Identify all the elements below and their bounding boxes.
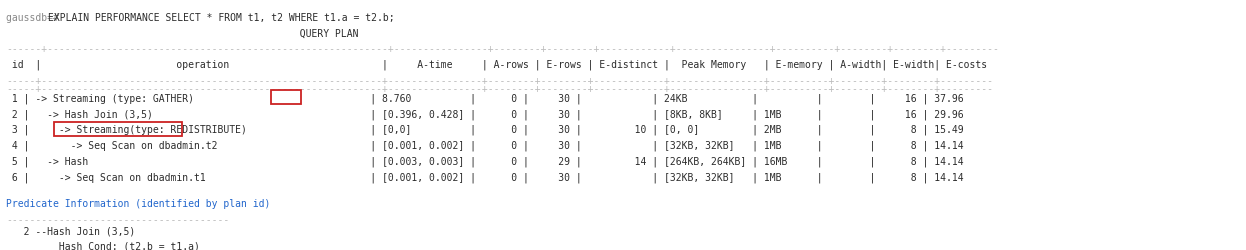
Text: gaussdb=#: gaussdb=#: [6, 12, 65, 22]
Text: Hash Cond: (t2.b = t1.a): Hash Cond: (t2.b = t1.a): [6, 241, 199, 250]
Text: ------+----------------------------------------------------------+--------------: ------+---------------------------------…: [6, 44, 999, 54]
Text: --------------------------------------: --------------------------------------: [6, 214, 229, 224]
Text: Predicate Information (identified by plan id): Predicate Information (identified by pla…: [6, 198, 270, 208]
Text: -----+----------------------------------------------------------+---------------: -----+----------------------------------…: [6, 83, 993, 93]
Text: 1 | -> Streaming (type: GATHER)                              | 8.760          | : 1 | -> Streaming (type: GATHER) | 8.760 …: [6, 93, 963, 103]
Text: 4 |       -> Seq Scan on dbadmin.t2                          | [0.001, 0.002] | : 4 | -> Seq Scan on dbadmin.t2 | [0.001, …: [6, 140, 963, 150]
Text: 3 |     -> Streaming(type: REDISTRIBUTE)                     | [0,0]          | : 3 | -> Streaming(type: REDISTRIBUTE) | […: [6, 124, 963, 135]
Text: 5 |   -> Hash                                                | [0.003, 0.003] | : 5 | -> Hash | [0.003, 0.003] |: [6, 156, 963, 166]
Text: QUERY PLAN: QUERY PLAN: [6, 28, 359, 38]
Text: 6 |     -> Seq Scan on dbadmin.t1                            | [0.001, 0.002] | : 6 | -> Seq Scan on dbadmin.t1 | [0.001, …: [6, 172, 963, 182]
Text: id  |                       operation                          |     A-time     : id | operation | A-time: [6, 60, 987, 70]
Text: 2 --Hash Join (3,5): 2 --Hash Join (3,5): [6, 225, 136, 235]
Text: EXPLAIN PERFORMANCE SELECT * FROM t1, t2 WHERE t1.a = t2.b;: EXPLAIN PERFORMANCE SELECT * FROM t1, t2…: [49, 12, 395, 22]
Text: 2 |   -> Hash Join (3,5)                                     | [0.396, 0.428] | : 2 | -> Hash Join (3,5) | [0.396, 0.428] …: [6, 108, 963, 119]
Text: -----+----------------------------------------------------------+---------------: -----+----------------------------------…: [6, 76, 993, 86]
